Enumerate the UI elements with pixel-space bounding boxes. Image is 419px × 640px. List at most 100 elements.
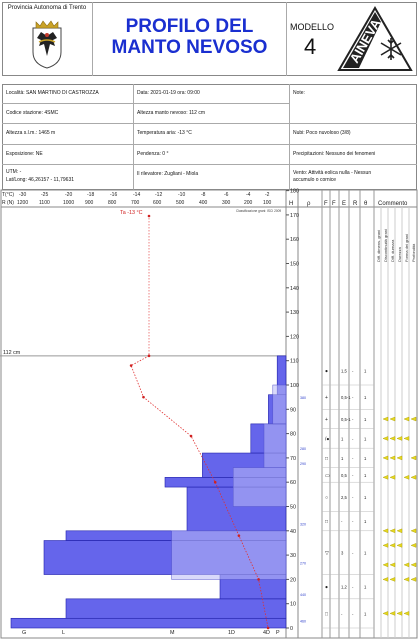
clouds: Nubi: Poco nuvoloso (3/8) <box>293 130 351 136</box>
page-title: PROFILO DEL MANTO NEVOSO <box>93 16 286 58</box>
temperature-point <box>147 354 151 358</box>
h-tick-label: 180 <box>290 189 299 195</box>
h-axis-label: H <box>289 201 293 207</box>
h-tick-label: 140 <box>290 286 299 292</box>
layer-wetness: 1 <box>364 611 367 616</box>
layer-wetness: 1 <box>364 495 367 500</box>
layer-hardness: - <box>352 395 354 400</box>
r-tick-label: 400 <box>199 200 208 206</box>
temperature-point <box>129 364 133 367</box>
layer-grain-form: □ <box>325 456 328 462</box>
comment-marker-icon <box>396 436 403 441</box>
hardness-bar-outline <box>272 384 287 425</box>
r-tick-label: 1200 <box>17 200 28 206</box>
h-tick-label: 30 <box>290 553 296 559</box>
temperature-point <box>237 534 241 537</box>
air-temperature-label: Ta -13 °C <box>120 210 143 216</box>
layer-grain-size: 2,5 <box>341 495 347 500</box>
hardness-bar <box>10 617 287 629</box>
h-tick-label: 40 <box>290 529 296 535</box>
t-tick-label: -16 <box>110 192 117 198</box>
h-tick-label: 70 <box>290 456 296 462</box>
h-tick-label: 10 <box>290 602 296 608</box>
comment-marker-icon <box>389 611 396 616</box>
comment-marker-icon <box>410 543 417 548</box>
layer-grain-form: /● <box>325 436 329 442</box>
comment-marker-icon <box>389 543 396 548</box>
layer-grain-form: ▭ <box>325 473 330 479</box>
layer-grain-form: ● <box>325 585 328 591</box>
h-tick-label: 170 <box>290 213 299 219</box>
layer-grain-form: ● <box>325 368 328 374</box>
column-header-comment: Commento <box>378 201 408 207</box>
comment-marker-icon <box>403 611 410 616</box>
comment-subheader: Diff. dimens. grani <box>376 230 381 262</box>
layer-grain-size: 0,5 <box>341 473 347 478</box>
page-title-line1: PROFILO DEL <box>125 16 254 37</box>
exposure: Esposizione: NE <box>6 151 43 157</box>
snowflake-icon <box>380 38 402 60</box>
h-tick-label: 110 <box>290 359 299 365</box>
comment-subheader: Profondità <box>411 243 416 262</box>
hardness-bar-outline <box>263 423 287 468</box>
comment-subheader: Discontinuità grani <box>383 229 388 262</box>
location: Località: SAN MARTINO DI CASTROZZA <box>6 90 99 96</box>
comment-marker-icon <box>382 475 389 480</box>
r-tick-label: 1000 <box>63 200 74 206</box>
layer-grain-form: ▽ <box>325 551 329 557</box>
h-tick-label: 90 <box>290 407 296 413</box>
comment-marker-icon <box>382 455 389 461</box>
comment-marker-icon <box>396 611 403 616</box>
hardness-bar-outline <box>171 530 287 580</box>
temperature-point <box>257 578 260 581</box>
model-number: 4 <box>304 34 317 59</box>
layer-wetness: 1 <box>364 551 367 556</box>
layer-hardness: - <box>352 456 354 461</box>
t-tick-label: -12 <box>155 192 162 198</box>
temperature-line <box>130 355 269 629</box>
layer-grain-size: 0,5-1 <box>341 395 351 400</box>
layer-wetness: 1 <box>364 473 367 478</box>
bottom-tick-label: 4D <box>263 630 270 636</box>
h-tick-label: 130 <box>290 310 299 316</box>
layer-grain-form: + <box>325 395 328 401</box>
comment-marker-icon <box>410 416 417 422</box>
h-tick-label: 120 <box>290 334 299 340</box>
h-tick-label: 80 <box>290 432 296 438</box>
t-tick-label: -18 <box>87 192 94 198</box>
layer-wetness: 1 <box>364 417 367 422</box>
wind-line2: accumulo o cornice <box>293 177 337 183</box>
r-tick-label: 500 <box>176 200 185 206</box>
layer-grain-size: 0,5-1 <box>341 417 351 422</box>
layer-hardness: - <box>352 368 354 373</box>
comment-marker-icon <box>403 416 410 422</box>
hardness-bar-outline <box>232 467 287 507</box>
comment-marker-icon <box>382 562 389 568</box>
r-tick-label: 100 <box>263 200 272 206</box>
comment-marker-icon <box>410 475 417 480</box>
temperature-point <box>142 395 145 399</box>
layer-grain-form: □ <box>325 519 328 525</box>
header-frame <box>2 2 417 76</box>
layer-grain-size: 1,5 <box>341 368 347 373</box>
bottom-tick-label: P <box>276 630 280 636</box>
h-tick-label: 0 <box>290 626 293 632</box>
layer-wetness: 1 <box>364 395 367 400</box>
comment-marker-icon <box>396 543 403 548</box>
layer-grain-size: - <box>341 611 343 616</box>
page-title-line2: MANTO NEVOSO <box>111 37 268 58</box>
t-tick-label: -25 <box>41 192 48 198</box>
t-tick-label: -8 <box>201 192 206 198</box>
observer: Il rilevatore: Zugliani - Miola <box>137 171 199 177</box>
notes: Note: <box>293 90 305 96</box>
province-label: Provincia Autonoma di Trento <box>7 5 87 11</box>
t-tick-label: -30 <box>19 192 26 198</box>
density-label: 460 <box>300 620 306 624</box>
comment-marker-icon <box>389 562 396 568</box>
comment-marker-icon <box>403 475 410 480</box>
air-temperature: Temperatura aria: -13 °C <box>137 130 192 136</box>
comment-marker-icon <box>396 455 403 461</box>
comment-marker-icon <box>410 528 417 534</box>
r-tick-label: 700 <box>131 200 140 206</box>
density-label: 380 <box>300 396 306 400</box>
